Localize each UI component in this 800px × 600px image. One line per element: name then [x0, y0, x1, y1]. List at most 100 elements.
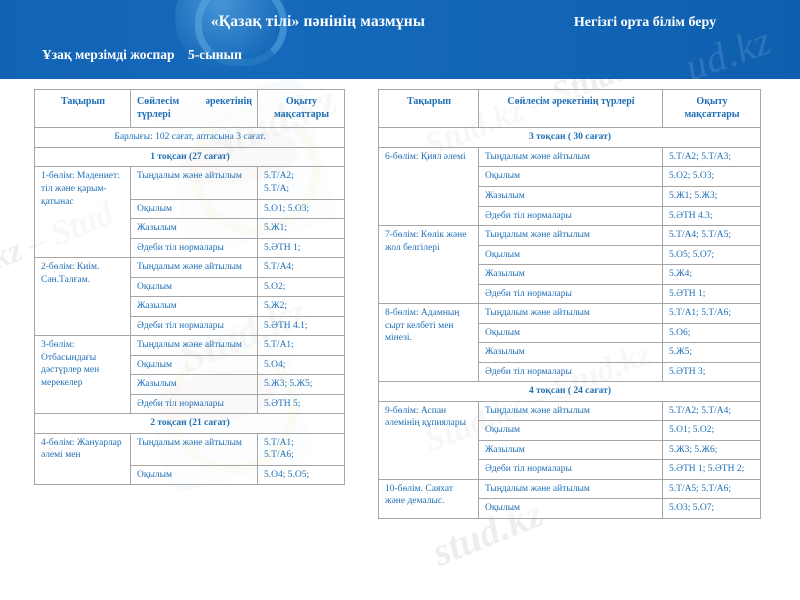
table-row: Жазылым 5.Ж3; 5.Ж6;: [379, 439, 761, 461]
learning-objective-cell: 5.ӘТН 1;: [257, 237, 345, 259]
table-row: Әдеби тіл нормалары 5.ӘТН 3;: [379, 361, 761, 383]
quarter-label: 1 тоқсан (27 сағат): [34, 146, 345, 168]
table-row: Әдеби тіл нормалары 5.ӘТН 1;: [379, 283, 761, 305]
speech-activity-cell: Әдеби тіл нормалары: [478, 205, 663, 227]
learning-objective-cell: 5.Т/А1;: [257, 335, 345, 356]
speech-activity-cell: Жазылым: [478, 185, 663, 207]
speech-activity-cell: Оқылым: [478, 420, 663, 441]
speech-activity-cell: Тыңдалым және айтылым: [478, 478, 663, 500]
learning-objective-cell: 5.ӘТН 1; 5.ӘТН 2;: [662, 459, 761, 480]
learning-objective-cell: 5.Т/А2; 5.Т/А4;: [662, 400, 761, 422]
learning-objective-cell: 5.Ж1; 5.Ж3;: [662, 185, 761, 207]
learning-objective-cell: 5.Т/А4; 5.Т/А5;: [662, 225, 761, 246]
speech-activity-cell: Жазылым: [478, 439, 663, 461]
speech-activity-cell: Тыңдалым және айтылым: [130, 257, 258, 278]
left-table-body: Барлығы: 102 сағат, аптасына 3 сағат. 1 т…: [34, 127, 345, 486]
learning-objective-cell: 5.Ж1;: [257, 218, 345, 239]
learning-objective-cell: 5.ӘТН 3;: [662, 361, 761, 383]
learning-objective-cell: 5.Т/А2; 5.Т/А3;: [662, 146, 761, 168]
speech-activity-cell: Тыңдалым және айтылым: [478, 303, 663, 324]
table-row: Оқылым 5.О2; 5.О3;: [379, 166, 761, 187]
column-header-speech-activity: Сөйлесім әрекетінің түрлері: [130, 88, 258, 129]
table-row: Оқылым 5.О3; 5.О7;: [379, 498, 761, 519]
learning-objective-cell: 5.ӘТН 1;: [662, 283, 761, 305]
table-header-row: Тақырып Сөйлесім әрекетінің түрлері Оқыт…: [378, 88, 761, 129]
speech-activity-cell: Оқылым: [478, 244, 663, 266]
quarter-heading-row: 2 тоқсан (21 сағат): [34, 413, 345, 434]
table-row: Әдеби тіл нормалары 5.ӘТН 5;: [35, 393, 345, 415]
table-row: Оқылым 5.О4;: [35, 354, 345, 376]
speech-activity-cell: Әдеби тіл нормалары: [130, 237, 258, 259]
learning-objective-cell: 5.О3; 5.О7;: [662, 498, 761, 519]
column-header-learning-objectives: Оқыту мақсаттары: [662, 88, 761, 129]
speech-activity-cell: Жазылым: [130, 218, 258, 239]
speech-activity-cell: Тыңдалым және айтылым: [130, 335, 258, 356]
table-header-row: Тақырып Сөйлесім әрекетінің түрлері Оқыт…: [34, 88, 345, 129]
speech-activity-cell: Тыңдалым және айтылым: [478, 400, 663, 422]
table-row: Жазылым 5.Ж1; 5.Ж3;: [379, 185, 761, 207]
learning-objective-cell: 5.Ж3; 5.Ж5;: [257, 374, 345, 395]
learning-objective-cell: 5.Ж4;: [662, 264, 761, 285]
speech-activity-cell: Жазылым: [478, 264, 663, 285]
learning-objective-cell: 5.О2;: [257, 276, 345, 298]
page-title: «Қазақ тілі» пәнінің мазмұны: [210, 13, 426, 30]
section-theme-cell: 2-бөлім: Киім. Сән.Талғам.: [34, 257, 131, 337]
speech-activity-cell: Әдеби тіл нормалары: [478, 361, 663, 383]
speech-activity-cell: Жазылым: [130, 296, 258, 317]
education-level-title: Негізгі орта білім беру: [573, 15, 717, 30]
table-row: Жазылым 5.Ж1;: [35, 218, 345, 239]
learning-objective-cell: 5.О6;: [662, 322, 761, 344]
column-header-theme: Тақырып: [34, 88, 131, 129]
table-row: Жазылым 5.Ж5;: [379, 342, 761, 363]
learning-objective-cell: 5.Ж3; 5.Ж6;: [662, 439, 761, 461]
table-row: Жазылым 5.Ж3; 5.Ж5;: [35, 374, 345, 395]
table-row: 8-бөлім: Адамның сырт келбеті мен мінезі…: [378, 303, 761, 383]
learning-objective-cell: 5.Ж2;: [257, 296, 345, 317]
table-row: 1-бөлім: Мәдениет: тіл және қарым-қатына…: [34, 166, 345, 259]
page-subtitle: Ұзақ мерзімді жоспар 5-сынып: [42, 47, 242, 62]
learning-objective-cell: 5.О4;: [257, 354, 345, 376]
learning-objective-cell: 5.О2; 5.О3;: [662, 166, 761, 187]
speech-activity-cell: Әдеби тіл нормалары: [478, 283, 663, 305]
left-table-head: Тақырып Сөйлесім әрекетінің түрлері Оқыт…: [34, 88, 345, 129]
section-theme-cell: 7-бөлім: Көлік және жол белгілері: [378, 225, 479, 305]
table-row: Оқылым 5.О4; 5.О5;: [35, 464, 345, 486]
total-hours-cell: Барлығы: 102 сағат, аптасына 3 сағат.: [34, 127, 345, 148]
speech-activity-cell: Тыңдалым және айтылым: [130, 432, 258, 466]
speech-activity-cell: Әдеби тіл нормалары: [130, 315, 258, 337]
learning-objective-cell: 5.О4; 5.О5;: [257, 464, 345, 486]
speech-activity-cell: Оқылым: [130, 276, 258, 298]
table-row: 9-бөлім: Аспан әлемінің құпиялары Тыңдалы…: [378, 400, 761, 480]
speech-activity-cell: Әдеби тіл нормалары: [478, 459, 663, 480]
table-row: Жазылым 5.Ж2;: [35, 296, 345, 317]
section-theme-cell: 9-бөлім: Аспан әлемінің құпиялары: [378, 400, 479, 480]
table-row: Оқылым 5.О2;: [35, 276, 345, 298]
section-theme-cell: 8-бөлім: Адамның сырт келбеті мен мінезі…: [378, 303, 479, 383]
table-row: Оқылым 5.О5; 5.О7;: [379, 244, 761, 266]
table-row: 7-бөлім: Көлік және жол белгілері Тыңдалы…: [378, 225, 761, 305]
learning-objective-cell: 5.ӘТН 4.3;: [662, 205, 761, 227]
table-row: 2-бөлім: Киім. Сән.Талғам. Тыңдалым және …: [34, 257, 345, 337]
table-row: Әдеби тіл нормалары 5.ӘТН 1; 5.ӘТН 2;: [379, 459, 761, 480]
long-term-plan-sheet: Тақырып Сөйлесім әрекетінің түрлері Оқыт…: [0, 79, 800, 600]
section-theme-cell: 10-бөлім. Саяхат және демалыс.: [378, 478, 479, 520]
learning-objective-cell: 5.Ж5;: [662, 342, 761, 363]
learning-objective-cell: 5.Т/А5; 5.Т/А6;: [662, 478, 761, 500]
table-row: Әдеби тіл нормалары 5.ӘТН 4.3;: [379, 205, 761, 227]
table-row: 3-бөлім: Отбасындағы дәстүрлер мен мерек…: [34, 335, 345, 415]
speech-activity-cell: Тыңдалым және айтылым: [478, 146, 663, 168]
table-row: Оқылым 5.О1; 5.О2;: [379, 420, 761, 441]
column-header-speech-activity: Сөйлесім әрекетінің түрлері: [478, 88, 663, 129]
quarter-label: 2 тоқсан (21 сағат): [34, 413, 345, 434]
quarter-label: 4 тоқсан ( 24 сағат): [378, 381, 761, 402]
school-logo-icon: [175, 0, 295, 78]
right-table-head: Тақырып Сөйлесім әрекетінің түрлері Оқыт…: [378, 88, 761, 129]
quarter-label: 3 тоқсан ( 30 сағат): [378, 127, 761, 148]
speech-activity-cell: Оқылым: [130, 354, 258, 376]
speech-activity-cell: Оқылым: [478, 166, 663, 187]
table-row: 6-бөлім: Қиял әлемі Тыңдалым және айтылым…: [378, 146, 761, 227]
column-header-theme: Тақырып: [378, 88, 479, 129]
learning-objective-cell: 5.О1; 5.О2;: [662, 420, 761, 441]
learning-objective-cell: 5.ӘТН 4.1;: [257, 315, 345, 337]
section-theme-cell: 3-бөлім: Отбасындағы дәстүрлер мен мерек…: [34, 335, 131, 415]
